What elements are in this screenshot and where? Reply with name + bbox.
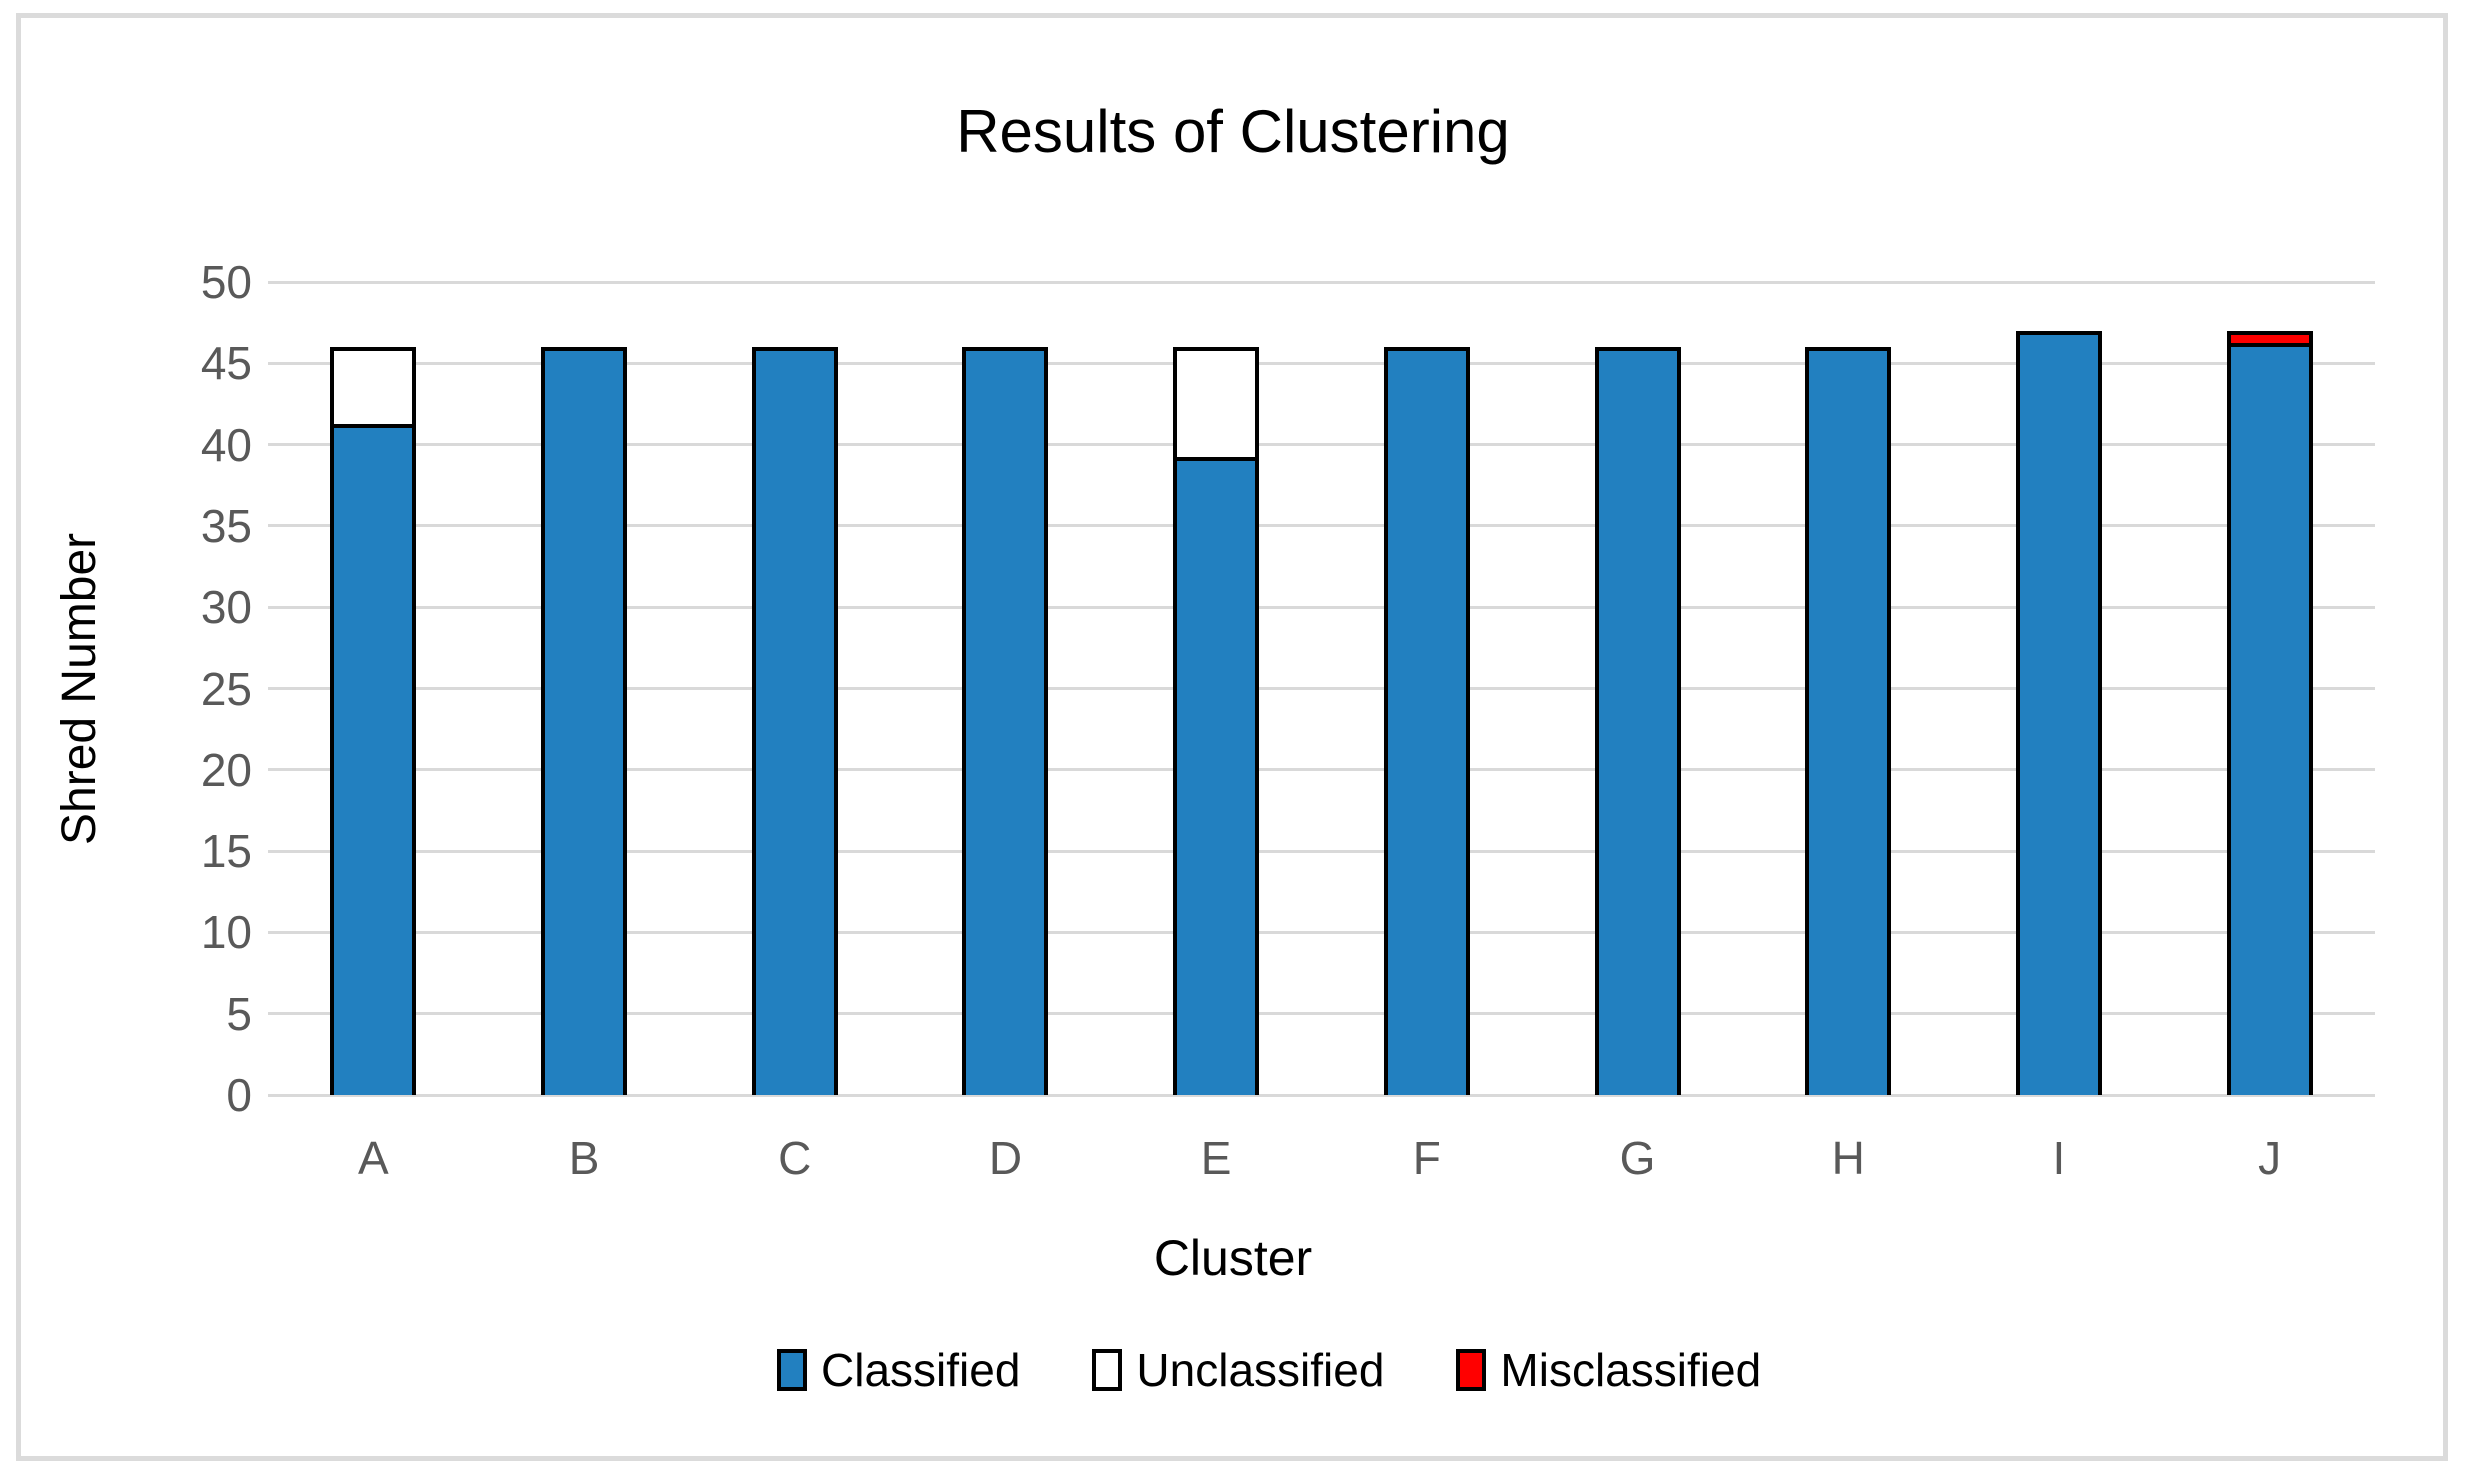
bar-segment-unclassified-E xyxy=(1173,347,1260,461)
gridline-40 xyxy=(268,443,2375,447)
x-tick-label-E: E xyxy=(1200,1132,1232,1184)
bar-segment-unclassified-A xyxy=(330,347,417,428)
bar-D xyxy=(962,347,1049,1095)
legend-label-misclassified: Misclassified xyxy=(1500,1344,1762,1396)
legend-label-unclassified: Unclassified xyxy=(1136,1344,1385,1396)
gridline-20 xyxy=(268,768,2375,772)
legend-label-classified: Classified xyxy=(821,1344,1021,1396)
x-tick-label-J: J xyxy=(2258,1132,2282,1184)
bar-segment-misclassified-J xyxy=(2226,331,2313,347)
bar-segment-classified-E xyxy=(1173,461,1260,1095)
gridline-0 xyxy=(268,1093,2375,1097)
legend-item-classified: Classified xyxy=(777,1342,1020,1398)
gridline-45 xyxy=(268,361,2375,365)
bar-segment-classified-B xyxy=(541,347,628,1095)
y-tick-label-15: 15 xyxy=(200,825,252,878)
x-axis-title: Cluster xyxy=(1153,1230,1313,1286)
bar-H xyxy=(1805,347,1892,1095)
legend-swatch-misclassified xyxy=(1456,1349,1487,1391)
y-tick-label-35: 35 xyxy=(200,499,252,552)
bar-segment-classified-I xyxy=(2015,331,2102,1095)
x-tick-label-G: G xyxy=(1619,1132,1656,1184)
y-tick-label-50: 50 xyxy=(200,256,252,308)
bar-G xyxy=(1594,347,1681,1095)
x-tick-label-H: H xyxy=(1831,1132,1865,1184)
y-tick-label-0: 0 xyxy=(226,1069,252,1121)
plot-area xyxy=(268,280,2375,1097)
gridline-30 xyxy=(268,605,2375,609)
y-tick-label-40: 40 xyxy=(200,418,252,471)
bar-C xyxy=(751,347,838,1095)
legend-swatch-classified xyxy=(777,1349,807,1391)
y-tick-label-30: 30 xyxy=(200,581,252,634)
legend-item-unclassified: Unclassified xyxy=(1092,1342,1384,1398)
bar-E xyxy=(1173,347,1260,1095)
bar-segment-classified-F xyxy=(1383,347,1470,1095)
gridline-25 xyxy=(268,687,2375,690)
x-tick-label-A: A xyxy=(358,1132,389,1184)
bar-segment-classified-C xyxy=(751,347,838,1095)
x-tick-label-I: I xyxy=(2052,1132,2066,1184)
chart-title: Results of Clustering xyxy=(956,98,1510,165)
x-tick-label-B: B xyxy=(568,1132,600,1184)
y-tick-label-10: 10 xyxy=(200,906,252,959)
legend-item-misclassified: Misclassified xyxy=(1456,1342,1761,1398)
bar-segment-classified-D xyxy=(962,347,1049,1095)
bar-segment-classified-H xyxy=(1805,347,1892,1095)
y-tick-label-45: 45 xyxy=(200,337,252,390)
bar-segment-classified-A xyxy=(330,428,417,1095)
x-tick-label-C: C xyxy=(778,1132,812,1184)
x-tick-label-F: F xyxy=(1412,1132,1441,1184)
y-tick-label-25: 25 xyxy=(200,662,252,715)
gridline-10 xyxy=(268,930,2375,934)
bar-B xyxy=(541,347,628,1095)
gridline-35 xyxy=(268,524,2375,528)
chart-legend: Classified Unclassified Misclassified xyxy=(777,1342,1761,1398)
bar-I xyxy=(2015,331,2102,1095)
legend-swatch-unclassified xyxy=(1092,1349,1123,1391)
y-tick-label-20: 20 xyxy=(200,743,252,796)
bar-F xyxy=(1383,347,1470,1095)
x-tick-label-D: D xyxy=(988,1132,1023,1184)
gridline-50 xyxy=(268,280,2375,284)
bar-segment-classified-J xyxy=(2226,347,2313,1095)
y-tick-label-5: 5 xyxy=(226,987,252,1040)
bar-segment-classified-G xyxy=(1594,347,1681,1095)
bar-J xyxy=(2226,331,2313,1095)
gridline-5 xyxy=(268,1012,2375,1016)
bar-A xyxy=(330,347,417,1095)
gridline-15 xyxy=(268,849,2375,853)
